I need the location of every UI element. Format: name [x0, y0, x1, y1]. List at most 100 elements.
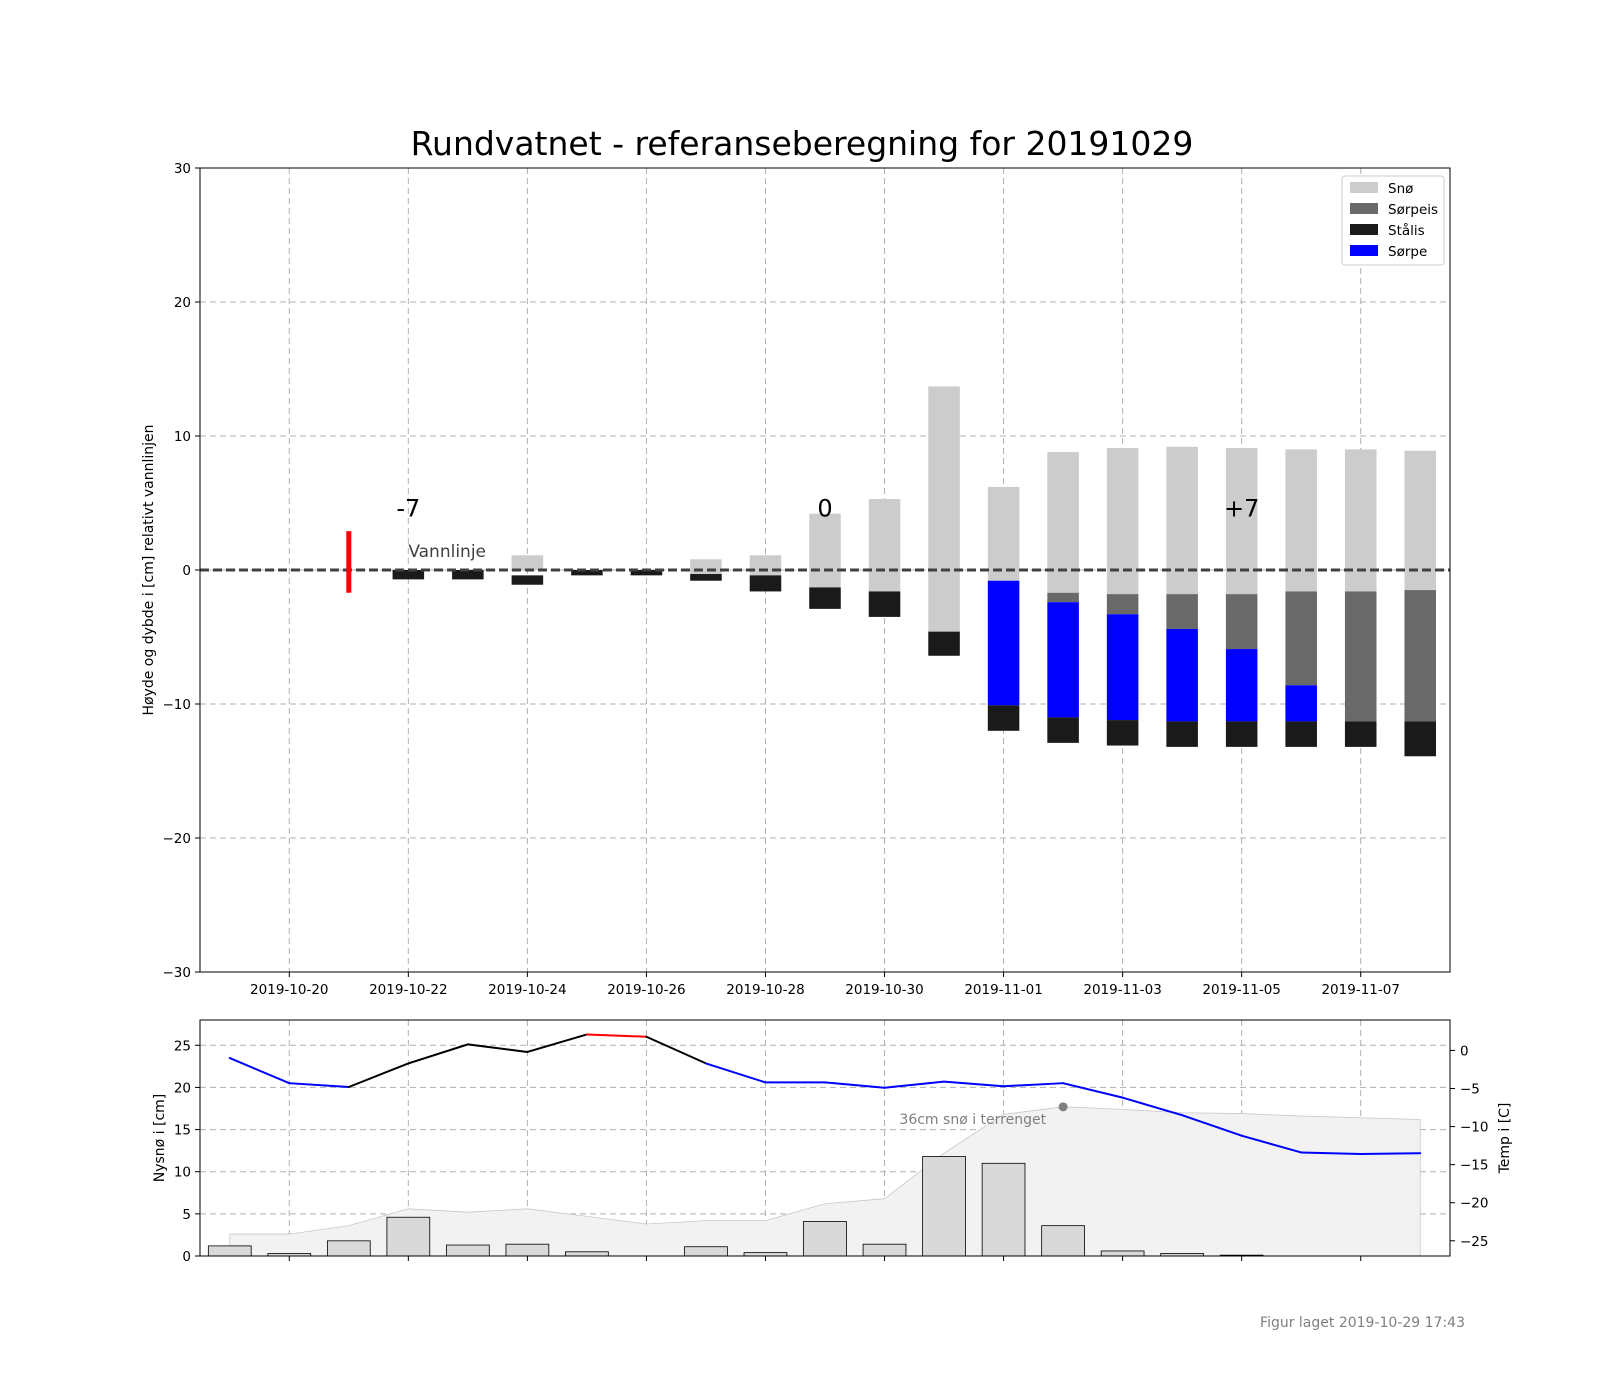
legend-box: [1341, 175, 1445, 266]
top-x-tick-label: 2019-10-26: [607, 982, 685, 998]
temperature-segment: [1240, 1134, 1303, 1154]
top-y-tick-label: −20: [163, 831, 192, 847]
layer-bar-sørpeis: [1106, 594, 1139, 615]
temperature-segment: [1062, 1082, 1124, 1099]
new-snow-tick-label: 0: [182, 1249, 191, 1265]
layer-bar-sørpe: [987, 580, 1020, 706]
temperature-segment: [1002, 1082, 1065, 1088]
layer-bar-stålis: [630, 570, 663, 576]
layer-bar-sørpe: [1047, 602, 1079, 718]
waterline-label: Vannlinje: [408, 542, 486, 562]
temperature-segment: [288, 1082, 350, 1088]
bottom-plot-frame: [199, 1019, 1451, 1257]
legend-label: Sørpe: [1388, 244, 1427, 260]
new-snow-axis-label: Nysnø i [cm]: [152, 1094, 168, 1183]
new-snow-bar: [1100, 1250, 1145, 1257]
new-snow-bar: [981, 1162, 1026, 1257]
legend-label: Sørpeis: [1388, 202, 1438, 218]
layer-bar-stålis: [987, 705, 1020, 731]
top-y-axis-label: Høyde og dybde i [cm] relativt vannlinje…: [141, 424, 157, 715]
layer-bar-stålis: [1285, 721, 1317, 747]
temperature-segment: [585, 1033, 648, 1038]
layer-bar-sørpeis: [1166, 594, 1198, 629]
top-annotations: Vannlinje -7 0 +7: [200, 494, 1450, 593]
top-y-tick-label: −30: [163, 965, 192, 981]
layer-bar-sørpe: [1285, 685, 1317, 722]
legend-label: Snø: [1388, 181, 1413, 197]
temperature-tick-label: −10: [1460, 1120, 1489, 1136]
layer-bar-stålis: [1166, 721, 1198, 747]
terrain-snow-point: [1058, 1102, 1068, 1112]
temperature-segment: [1359, 1152, 1422, 1155]
temperature-segment: [943, 1080, 1005, 1088]
layer-bar-snø: [511, 555, 544, 570]
layer-bar-stålis: [928, 631, 960, 656]
top-x-tick-label: 2019-11-05: [1202, 982, 1280, 998]
layer-bar-stålis: [452, 570, 484, 580]
layer-bar-snø: [1166, 446, 1198, 595]
temperature-segment: [704, 1062, 767, 1084]
new-snow-tick-label: 5: [182, 1207, 191, 1223]
layer-bar-snø: [1404, 450, 1437, 591]
temperature-tick-label: −25: [1460, 1234, 1489, 1250]
temperature-segment: [347, 1062, 410, 1088]
temperature-tick-label: −15: [1460, 1158, 1489, 1174]
new-snow-tick-label: 15: [174, 1123, 191, 1139]
terrain-snow-label: 36cm snø i terrenget: [899, 1112, 1046, 1128]
temperature-tick-label: −5: [1460, 1082, 1480, 1098]
temperature-segment: [407, 1043, 469, 1065]
top-x-tick-label: 2019-10-30: [845, 982, 923, 998]
top-x-tick-label: 2019-10-22: [369, 982, 447, 998]
layer-bar-snø: [1047, 452, 1079, 593]
temperature-tick-label: −20: [1460, 1196, 1489, 1212]
legend-swatch-snø: [1350, 182, 1378, 193]
chart-title: Rundvatnet - referanseberegning for 2019…: [411, 124, 1194, 163]
layer-bar-snø: [987, 486, 1020, 581]
layer-bar-snø: [928, 386, 960, 632]
top-x-tick-label: 2019-11-07: [1321, 982, 1399, 998]
layer-bar-snø: [1344, 449, 1377, 592]
layer-bar-sørpe: [1106, 614, 1139, 721]
layer-bar-stålis: [511, 575, 544, 585]
layer-bar-sørpeis: [1047, 592, 1079, 603]
new-snow-bar: [1041, 1225, 1085, 1257]
layer-bar-stålis: [1106, 720, 1139, 746]
top-y-tick-label: −10: [163, 697, 192, 713]
layer-bar-snø: [749, 555, 782, 576]
top-x-tick-label: 2019-11-01: [964, 982, 1042, 998]
layer-bar-stålis: [809, 587, 841, 609]
temperature-segment: [526, 1033, 588, 1053]
footer-timestamp: Figur laget 2019-10-29 17:43: [1260, 1315, 1465, 1331]
temperature-tick-label: 0: [1460, 1043, 1469, 1059]
layer-bar-sørpe: [1166, 628, 1198, 722]
terrain-snow-area-fill: [229, 1106, 1421, 1257]
layer-bar-stålis: [1344, 721, 1377, 747]
layer-bar-snø: [868, 498, 901, 592]
bottom-axes: 0 5 10 15 20 25 0 −5 −10 −15 −20 −25: [174, 1038, 1489, 1265]
day-offset-label: -7: [396, 494, 420, 522]
layer-bar-snø: [1106, 448, 1139, 595]
top-x-tick-label: 2019-10-20: [250, 982, 328, 998]
temperature-segment: [883, 1080, 946, 1089]
layer-bar-sørpeis: [1285, 591, 1317, 686]
temperature-segment: [824, 1081, 886, 1089]
layer-bar-stålis: [392, 570, 425, 580]
top-y-tick-label: 0: [182, 563, 191, 579]
temperature-line: [228, 1033, 1422, 1155]
weather-chart: 36cm snø i terrenget 0 5 10 15 20 25 0 −5 −10 −15…: [152, 1019, 1513, 1265]
top-y-tick-label: 10: [174, 429, 191, 445]
new-snow-bar: [326, 1240, 371, 1257]
layer-bar-sørpeis: [1225, 594, 1258, 650]
temperature-segment: [1181, 1114, 1243, 1137]
layer-bar-snø: [690, 559, 722, 575]
layer-bar-snø: [1285, 449, 1317, 592]
new-snow-tick-label: 25: [174, 1038, 191, 1054]
new-snow-bar: [446, 1244, 490, 1257]
legend-swatch-sørpe: [1350, 245, 1378, 256]
legend: Snø Sørpeis Stålis Sørpe: [1341, 175, 1445, 266]
temperature-segment: [228, 1057, 291, 1085]
layer-bar-sørpe: [1225, 649, 1258, 722]
legend-swatch-sørpeis: [1350, 203, 1378, 214]
temperature-segment: [466, 1043, 529, 1053]
